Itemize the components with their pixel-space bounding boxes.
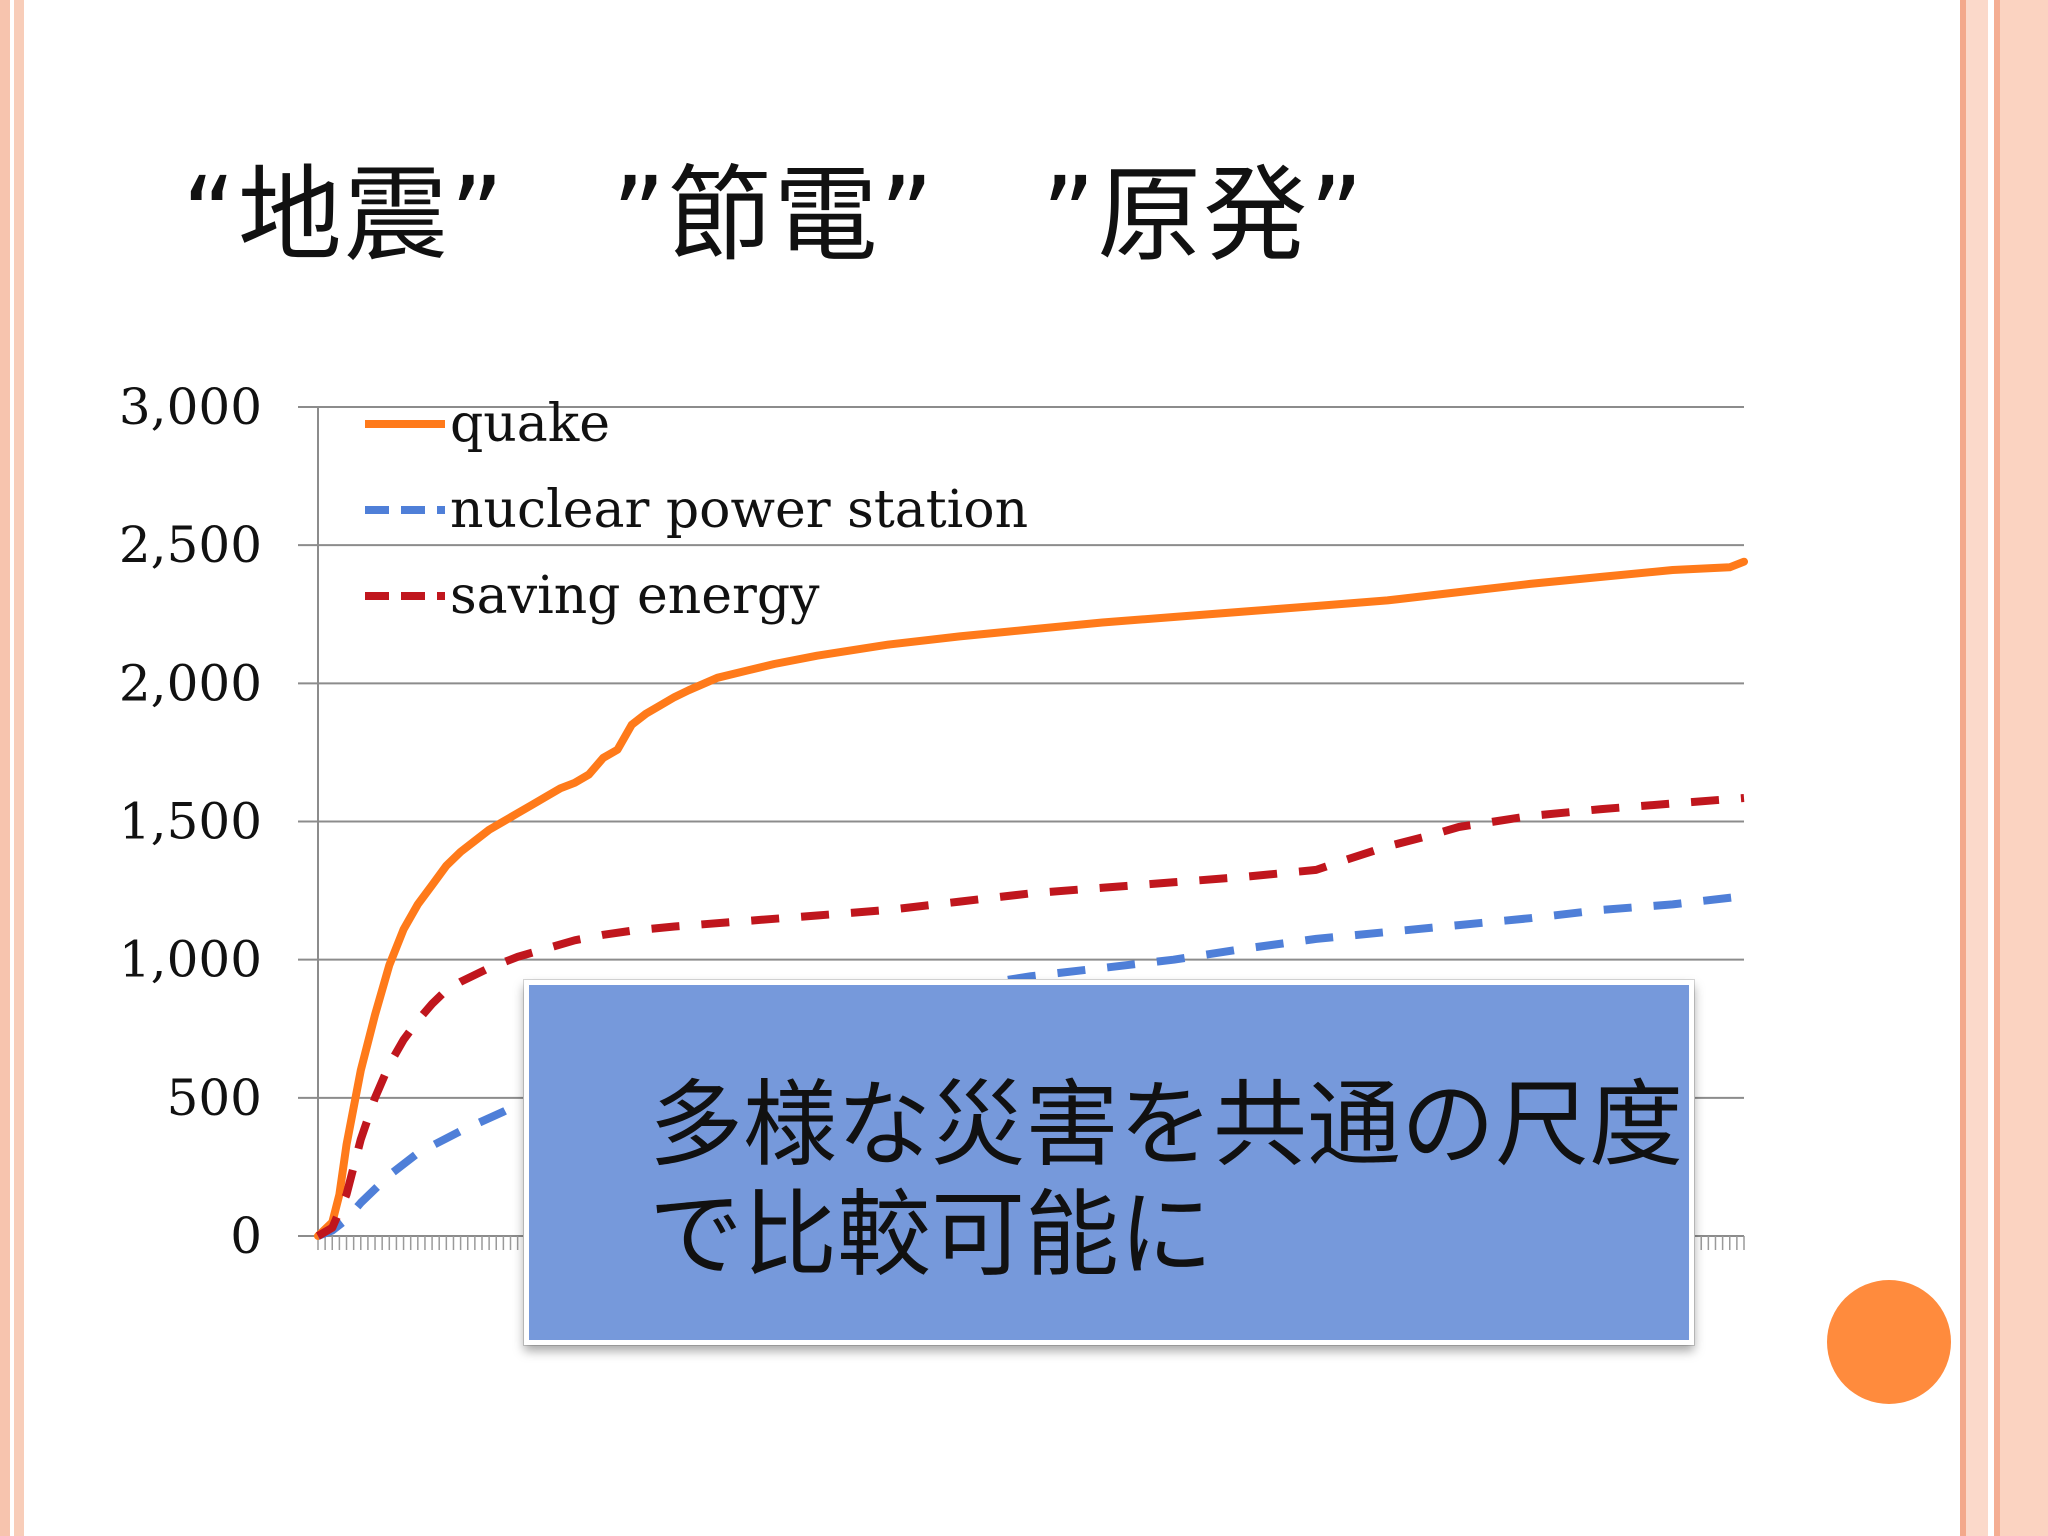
left-border-decoration [0,0,24,1536]
series-line-saving-energy [315,794,1745,1240]
y-tick-label: 3,000 [119,378,262,436]
y-tick-label: 1,000 [119,931,262,989]
callout-box: 多様な災害を共通の尺度 で比較可能に [524,980,1694,1345]
series-line-quake [314,557,1748,1240]
chart-series [314,557,1748,1240]
y-axis-ticks: 0 500 1,000 1,500 2,000 2,500 3,000 [119,378,262,1265]
y-tick-label: 1,500 [119,793,262,851]
legend-label: nuclear power station [450,480,1028,540]
y-tick-label: 2,000 [119,654,262,712]
right-border-decoration [1960,0,2048,1536]
series-line-nuclear-power-station [316,892,1745,1240]
decorative-orange-dot [1827,1280,1951,1404]
y-tick-label: 500 [167,1069,262,1127]
legend-label: saving energy [450,566,820,626]
callout-text: 多様な災害を共通の尺度 で比較可能に [649,1071,1684,1290]
y-tick-label: 0 [230,1207,262,1265]
legend-label: quake [450,394,610,454]
y-tick-label: 2,500 [119,516,262,574]
chart-legend: quake nuclear power station saving energy [365,394,1028,626]
slide-title: “地震” ”節電” ”原発” [182,154,1366,276]
